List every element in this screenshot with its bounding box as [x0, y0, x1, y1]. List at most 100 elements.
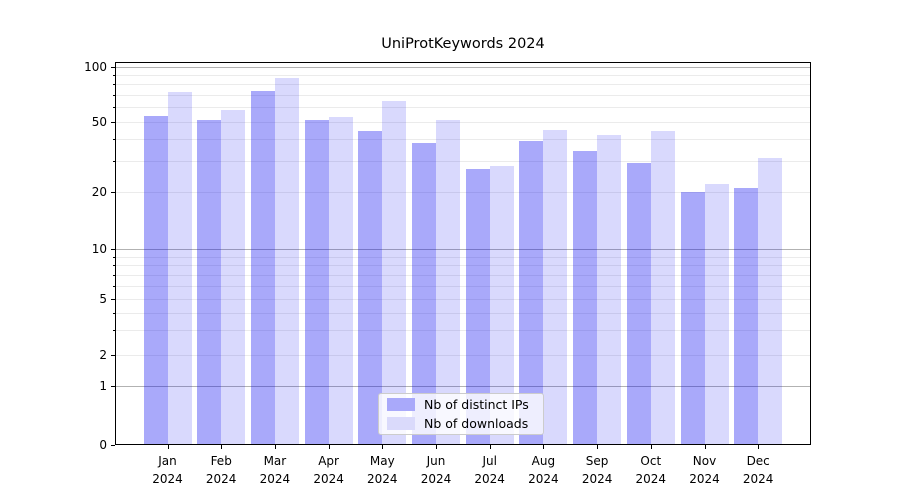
legend: Nb of distinct IPs Nb of downloads — [378, 393, 544, 435]
x-tick-label: Feb 2024 — [205, 454, 237, 486]
gridline-minor — [116, 75, 810, 77]
bar-downloads-dec-2024 — [758, 158, 783, 445]
y-tick-label: 100 — [84, 59, 107, 74]
y-minor-tick-mark — [112, 95, 115, 96]
x-tick-label: Jul 2024 — [474, 454, 505, 486]
gridline-minor — [116, 355, 810, 356]
y-tick-mark — [111, 191, 115, 193]
x-tick-label: Oct 2024 — [635, 454, 667, 486]
y-tick-mark — [111, 249, 115, 251]
legend-label-downloads: Nb of downloads — [424, 416, 529, 431]
y-tick-label: 2 — [99, 348, 107, 362]
bar-downloads-apr-2024 — [328, 117, 353, 445]
bar-distinct-ips-dec-2024 — [734, 187, 759, 445]
chart-title: UniProtKeywords 2024 — [381, 36, 545, 52]
bar-downloads-feb-2024 — [221, 109, 246, 445]
bar-distinct-ips-oct-2024 — [626, 163, 651, 445]
gridline-major — [116, 66, 810, 68]
x-tick-label: Aug 2024 — [528, 454, 559, 486]
plot-area — [115, 62, 811, 445]
x-tick-mark — [650, 444, 652, 449]
y-tick-label: 5 — [99, 292, 107, 306]
y-minor-tick-mark — [112, 265, 115, 267]
x-tick-label: Sep 2024 — [581, 454, 613, 486]
x-tick-mark — [597, 444, 599, 449]
x-tick-mark — [489, 444, 491, 449]
y-tick-label: 10 — [91, 242, 107, 257]
legend-swatch-distinct-ips — [387, 398, 415, 411]
legend-swatch-downloads — [387, 417, 415, 430]
y-minor-tick-mark — [112, 138, 115, 140]
x-tick-label: Dec 2024 — [742, 454, 774, 486]
y-minor-tick-mark — [112, 107, 115, 109]
gridline-minor — [116, 84, 810, 86]
x-tick-label: Nov 2024 — [689, 454, 720, 486]
x-tick-label: May 2024 — [367, 454, 398, 486]
gridline-minor — [116, 121, 810, 123]
x-tick-label: Jun 2024 — [420, 454, 452, 486]
bar-downloads-nov-2024 — [704, 184, 729, 445]
gridline-minor — [116, 312, 810, 314]
bar-distinct-ips-feb-2024 — [197, 120, 222, 445]
y-minor-tick-mark — [112, 160, 115, 162]
x-tick-mark — [436, 444, 437, 449]
y-minor-tick-mark — [112, 75, 115, 77]
x-tick-mark — [382, 444, 384, 449]
bar-distinct-ips-mar-2024 — [250, 90, 275, 445]
y-tick-label: 0 — [99, 438, 107, 452]
gridline-major — [116, 249, 810, 251]
gridline-minor — [116, 138, 810, 140]
x-tick-mark — [221, 444, 223, 449]
legend-item-distinct-ips: Nb of distinct IPs — [387, 397, 535, 412]
bar-downloads-jun-2024 — [436, 120, 460, 445]
gridline-minor — [116, 107, 810, 109]
y-minor-tick-mark — [112, 274, 115, 276]
bar-downloads-may-2024 — [382, 100, 407, 445]
y-minor-tick-mark — [112, 285, 115, 287]
gridline-minor — [116, 191, 810, 193]
y-tick-mark — [111, 386, 115, 388]
x-tick-mark — [328, 444, 330, 449]
y-tick-mark — [111, 355, 115, 356]
bar-distinct-ips-nov-2024 — [680, 191, 705, 445]
x-tick-label: Jan 2024 — [152, 454, 183, 486]
x-tick-mark — [704, 444, 706, 449]
x-tick-mark — [543, 444, 545, 449]
bar-distinct-ips-apr-2024 — [304, 120, 329, 445]
bar-distinct-ips-jan-2024 — [143, 115, 168, 445]
bar-distinct-ips-sep-2024 — [573, 151, 598, 445]
gridline-minor — [116, 160, 810, 162]
y-tick-mark — [111, 121, 115, 123]
bar-downloads-jan-2024 — [167, 91, 192, 445]
gridline-minor — [116, 274, 810, 276]
x-tick-mark — [167, 444, 169, 449]
y-tick-label: 20 — [91, 184, 107, 199]
y-minor-tick-mark — [112, 312, 115, 314]
legend-label-distinct-ips: Nb of distinct IPs — [424, 397, 529, 412]
y-minor-tick-mark — [112, 84, 115, 86]
bar-downloads-sep-2024 — [597, 135, 622, 445]
y-minor-tick-mark — [112, 330, 115, 332]
gridline-minor — [116, 299, 810, 300]
x-tick-label: Apr 2024 — [313, 454, 344, 486]
gridline-minor — [116, 256, 810, 258]
bar-downloads-mar-2024 — [274, 77, 299, 445]
gridline-minor — [116, 285, 810, 287]
bar-downloads-oct-2024 — [650, 131, 675, 445]
gridline-minor — [116, 265, 810, 267]
y-tick-mark — [111, 66, 115, 68]
x-tick-mark — [758, 444, 760, 449]
gridline-minor — [116, 95, 810, 96]
y-tick-mark — [111, 445, 115, 446]
x-tick-mark — [274, 444, 276, 449]
gridline-minor — [116, 330, 810, 332]
bar-distinct-ips-may-2024 — [358, 131, 383, 445]
bar-downloads-aug-2024 — [543, 129, 568, 445]
y-minor-tick-mark — [112, 256, 115, 258]
gridline-major — [116, 386, 810, 388]
x-tick-label: Mar 2024 — [259, 454, 291, 486]
y-tick-label: 50 — [91, 114, 107, 129]
legend-item-downloads: Nb of downloads — [387, 416, 535, 431]
y-tick-mark — [111, 299, 115, 300]
